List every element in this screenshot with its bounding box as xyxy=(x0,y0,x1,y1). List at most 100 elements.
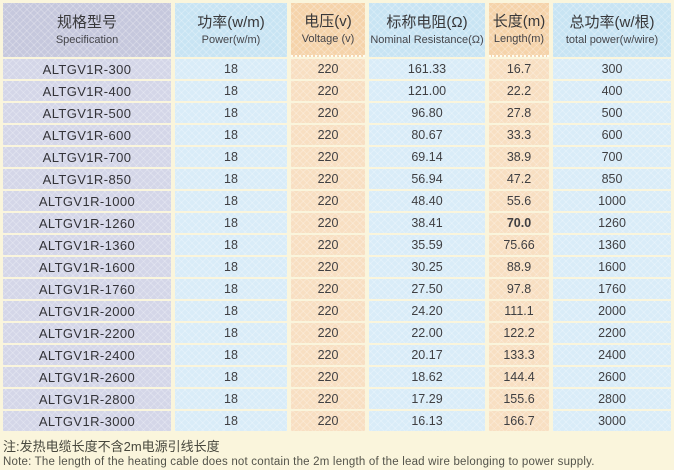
column-header-total-power: 总功率(w/根) total power(w/wire) xyxy=(553,3,671,57)
cell-voltage: 220 xyxy=(291,301,365,321)
cell-model: ALTGV1R-600 xyxy=(3,125,171,145)
cell-power: 18 xyxy=(175,169,287,189)
cell-total: 2600 xyxy=(553,367,671,387)
column-header-total-power-zh: 总功率(w/根) xyxy=(569,14,655,32)
column-header-power-zh: 功率(w/m) xyxy=(197,14,265,32)
cell-length: 97.8 xyxy=(489,279,549,299)
column-header-voltage: 电压(v) Voltage (v) xyxy=(291,3,365,57)
cell-power: 18 xyxy=(175,191,287,211)
cell-power: 18 xyxy=(175,81,287,101)
cell-model: ALTGV1R-700 xyxy=(3,147,171,167)
cell-resistance: 22.00 xyxy=(369,323,485,343)
cell-total: 700 xyxy=(553,147,671,167)
column-header-specification: 规格型号 Specification xyxy=(3,3,171,57)
cell-model: ALTGV1R-1360 xyxy=(3,235,171,255)
cell-power: 18 xyxy=(175,345,287,365)
spec-table: 规格型号 Specification 功率(w/m) Power(w/m) 电压… xyxy=(3,3,671,431)
cell-total: 1260 xyxy=(553,213,671,233)
column-header-resistance: 标称电阻(Ω) Nominal Resistance(Ω) xyxy=(369,3,485,57)
cell-model: ALTGV1R-2600 xyxy=(3,367,171,387)
cell-total: 2400 xyxy=(553,345,671,365)
cell-resistance: 96.80 xyxy=(369,103,485,123)
cell-voltage: 220 xyxy=(291,279,365,299)
column-header-total-power-en: total power(w/wire) xyxy=(565,33,659,46)
cell-length: 70.0 xyxy=(489,213,549,233)
cell-voltage: 220 xyxy=(291,257,365,277)
cell-voltage: 220 xyxy=(291,235,365,255)
cell-voltage: 220 xyxy=(291,103,365,123)
note-chinese: 注:发热电缆长度不含2m电源引线长度 xyxy=(3,439,220,454)
cell-length: 22.2 xyxy=(489,81,549,101)
cell-resistance: 121.00 xyxy=(369,81,485,101)
cell-total: 300 xyxy=(553,59,671,79)
cell-model: ALTGV1R-2000 xyxy=(3,301,171,321)
column-header-power-en: Power(w/m) xyxy=(201,33,261,46)
cell-length: 75.66 xyxy=(489,235,549,255)
cell-length: 47.2 xyxy=(489,169,549,189)
cell-total: 3000 xyxy=(553,411,671,431)
column-header-voltage-zh: 电压(v) xyxy=(304,13,352,31)
cell-power: 18 xyxy=(175,367,287,387)
cell-length: 122.2 xyxy=(489,323,549,343)
cell-model: ALTGV1R-2800 xyxy=(3,389,171,409)
cell-model: ALTGV1R-1600 xyxy=(3,257,171,277)
cell-power: 18 xyxy=(175,257,287,277)
cell-resistance: 80.67 xyxy=(369,125,485,145)
cell-model: ALTGV1R-500 xyxy=(3,103,171,123)
cell-power: 18 xyxy=(175,59,287,79)
column-header-length: 长度(m) Length(m) xyxy=(489,3,549,57)
cell-model: ALTGV1R-300 xyxy=(3,59,171,79)
cell-voltage: 220 xyxy=(291,125,365,145)
cell-model: ALTGV1R-1260 xyxy=(3,213,171,233)
cell-voltage: 220 xyxy=(291,389,365,409)
cell-total: 1360 xyxy=(553,235,671,255)
cell-length: 133.3 xyxy=(489,345,549,365)
cell-length: 155.6 xyxy=(489,389,549,409)
cell-resistance: 27.50 xyxy=(369,279,485,299)
cell-model: ALTGV1R-3000 xyxy=(3,411,171,431)
cell-resistance: 69.14 xyxy=(369,147,485,167)
cell-length: 111.1 xyxy=(489,301,549,321)
cell-total: 850 xyxy=(553,169,671,189)
cell-power: 18 xyxy=(175,389,287,409)
cell-resistance: 56.94 xyxy=(369,169,485,189)
cell-total: 1000 xyxy=(553,191,671,211)
cell-power: 18 xyxy=(175,125,287,145)
cell-resistance: 18.62 xyxy=(369,367,485,387)
column-header-resistance-en: Nominal Resistance(Ω) xyxy=(370,33,484,46)
cell-length: 55.6 xyxy=(489,191,549,211)
cell-resistance: 16.13 xyxy=(369,411,485,431)
cell-power: 18 xyxy=(175,279,287,299)
cell-resistance: 20.17 xyxy=(369,345,485,365)
cell-power: 18 xyxy=(175,147,287,167)
cell-model: ALTGV1R-2400 xyxy=(3,345,171,365)
cell-power: 18 xyxy=(175,301,287,321)
cell-length: 38.9 xyxy=(489,147,549,167)
column-header-power: 功率(w/m) Power(w/m) xyxy=(175,3,287,57)
cell-voltage: 220 xyxy=(291,411,365,431)
cell-total: 2200 xyxy=(553,323,671,343)
cell-model: ALTGV1R-850 xyxy=(3,169,171,189)
column-header-specification-en: Specification xyxy=(55,33,119,46)
column-header-voltage-en: Voltage (v) xyxy=(301,32,355,45)
cell-voltage: 220 xyxy=(291,59,365,79)
column-header-length-en: Length(m) xyxy=(493,32,545,45)
cell-voltage: 220 xyxy=(291,81,365,101)
note-english: Note: The length of the heating cable do… xyxy=(3,456,595,469)
cell-power: 18 xyxy=(175,213,287,233)
cell-voltage: 220 xyxy=(291,213,365,233)
cell-length: 144.4 xyxy=(489,367,549,387)
cell-voltage: 220 xyxy=(291,147,365,167)
cell-resistance: 35.59 xyxy=(369,235,485,255)
cell-voltage: 220 xyxy=(291,169,365,189)
column-header-resistance-zh: 标称电阻(Ω) xyxy=(386,14,468,32)
cell-resistance: 24.20 xyxy=(369,301,485,321)
cell-model: ALTGV1R-2200 xyxy=(3,323,171,343)
cell-power: 18 xyxy=(175,411,287,431)
cell-resistance: 161.33 xyxy=(369,59,485,79)
footer-notes: 注:发热电缆长度不含2m电源引线长度 Note: The length of t… xyxy=(0,434,674,470)
cell-voltage: 220 xyxy=(291,323,365,343)
cell-voltage: 220 xyxy=(291,367,365,387)
cell-resistance: 48.40 xyxy=(369,191,485,211)
cell-length: 27.8 xyxy=(489,103,549,123)
